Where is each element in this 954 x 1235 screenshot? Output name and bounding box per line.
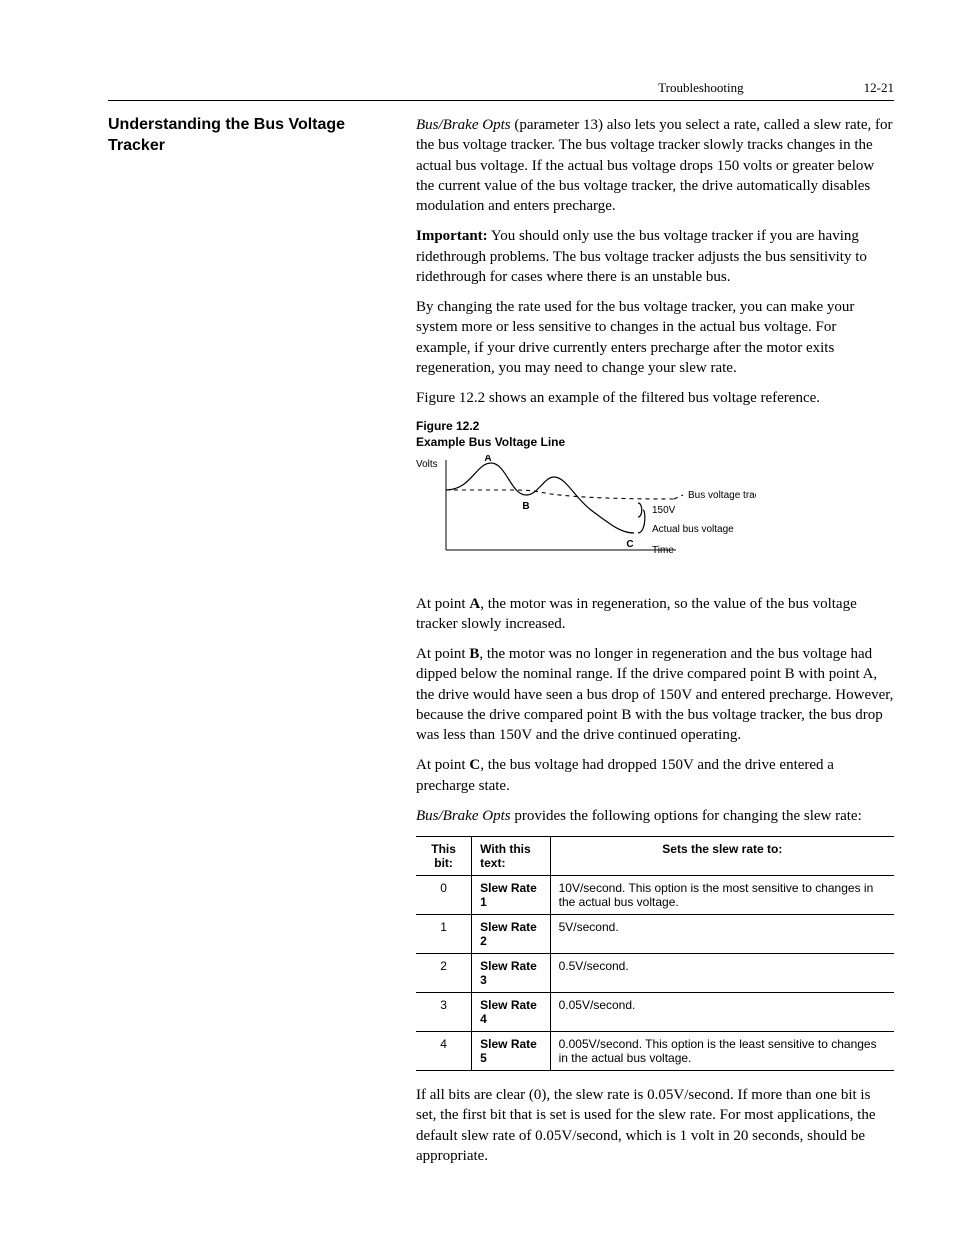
text-cell: Slew Rate 3 [472, 954, 550, 993]
slew-rate-table: This bit: With this text: Sets the slew … [416, 836, 894, 1071]
table-row: 2Slew Rate 30.5V/second. [416, 954, 894, 993]
point-b-label: B [522, 501, 529, 512]
point-a-label: A [484, 455, 491, 464]
important-paragraph: Important: You should only use the bus v… [416, 226, 894, 287]
figure-caption: Figure 12.2 Example Bus Voltage Line [416, 418, 894, 450]
intro-paragraph: Bus/Brake Opts (parameter 13) also lets … [416, 115, 894, 216]
bit-cell: 3 [416, 993, 472, 1032]
tracker-legend-line [674, 495, 683, 499]
bit-cell: 4 [416, 1032, 472, 1071]
param-name: Bus/Brake Opts [416, 117, 511, 133]
drop-label: 150V [652, 505, 676, 516]
tracker-legend-label: Bus voltage tracker [688, 490, 756, 501]
header-section: Troubleshooting [658, 80, 743, 96]
table-row: 3Slew Rate 40.05V/second. [416, 993, 894, 1032]
x-axis-label: Time [652, 545, 674, 556]
desc-cell: 0.5V/second. [550, 954, 894, 993]
desc-cell: 10V/second. This option is the most sens… [550, 876, 894, 915]
section-heading: Understanding the Bus Voltage Tracker [108, 115, 398, 157]
point-a-paragraph: At point A, the motor was in regeneratio… [416, 594, 894, 635]
text-cell: Slew Rate 2 [472, 915, 550, 954]
text-cell: Slew Rate 5 [472, 1032, 550, 1071]
options-intro-paragraph: Bus/Brake Opts provides the following op… [416, 806, 894, 826]
desc-cell: 0.05V/second. [550, 993, 894, 1032]
table-header-row: This bit: With this text: Sets the slew … [416, 837, 894, 876]
bit-cell: 0 [416, 876, 472, 915]
brace-150v [638, 503, 645, 533]
table-row: 0Slew Rate 110V/second. This option is t… [416, 876, 894, 915]
table-row: 4Slew Rate 50.005V/second. This option i… [416, 1032, 894, 1071]
y-axis-label: Volts [416, 459, 438, 470]
point-c-label: C [626, 539, 633, 550]
point-c-paragraph: At point C, the bus voltage had dropped … [416, 755, 894, 796]
header-page: 12-21 [864, 80, 894, 96]
desc-cell: 5V/second. [550, 915, 894, 954]
col-bit-header: This bit: [416, 837, 472, 876]
paragraph-figure-ref: Figure 12.2 shows an example of the filt… [416, 388, 894, 408]
running-header: Troubleshooting 12-21 [108, 80, 894, 101]
bit-cell: 1 [416, 915, 472, 954]
col-desc-header: Sets the slew rate to: [550, 837, 894, 876]
figure-svg: Volts A B C Bus voltage tracker 150V Act… [416, 455, 756, 575]
text-cell: Slew Rate 1 [472, 876, 550, 915]
table-row: 1Slew Rate 25V/second. [416, 915, 894, 954]
bus-voltage-figure: Volts A B C Bus voltage tracker 150V Act… [416, 455, 894, 580]
point-b-paragraph: At point B, the motor was no longer in r… [416, 644, 894, 745]
paragraph-rate-change: By changing the rate used for the bus vo… [416, 297, 894, 378]
desc-cell: 0.005V/second. This option is the least … [550, 1032, 894, 1071]
bit-cell: 2 [416, 954, 472, 993]
tail-paragraph: If all bits are clear (0), the slew rate… [416, 1085, 894, 1166]
actual-legend-label: Actual bus voltage [652, 524, 734, 535]
important-label: Important: [416, 228, 488, 244]
tracker-line [446, 490, 676, 499]
text-cell: Slew Rate 4 [472, 993, 550, 1032]
col-text-header: With this text: [472, 837, 550, 876]
